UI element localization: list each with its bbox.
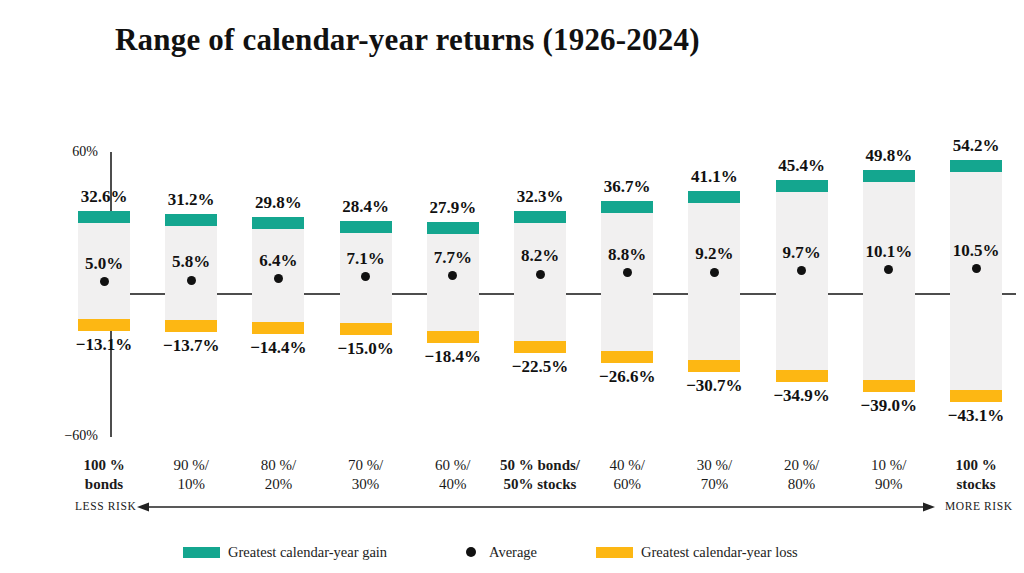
average-legend-label: Average bbox=[489, 544, 537, 561]
chart-title: Range of calendar-year returns (1926-202… bbox=[115, 22, 700, 58]
bar-range bbox=[950, 160, 1002, 402]
gain-legend-label: Greatest calendar-year gain bbox=[228, 544, 387, 561]
average-dot bbox=[710, 268, 719, 277]
gain-cap bbox=[601, 201, 653, 213]
loss-cap bbox=[863, 380, 915, 392]
bar-range bbox=[514, 211, 566, 353]
loss-cap bbox=[252, 322, 304, 334]
y-tick-label: 60% bbox=[36, 145, 98, 159]
gain-cap bbox=[776, 180, 828, 192]
average-dot bbox=[274, 274, 283, 283]
gain-cap bbox=[863, 170, 915, 182]
loss-cap bbox=[340, 323, 392, 335]
gain-value-label: 54.2% bbox=[921, 136, 1024, 155]
category-label-line2: stocks bbox=[911, 475, 1024, 493]
loss-cap bbox=[776, 370, 828, 382]
less-risk-label: LESS RISK bbox=[75, 500, 136, 513]
loss-cap bbox=[950, 390, 1002, 402]
average-dot bbox=[100, 277, 109, 286]
average-dot bbox=[972, 264, 981, 273]
loss-cap bbox=[688, 360, 740, 372]
gain-cap bbox=[514, 211, 566, 223]
risk-axis-arrow bbox=[136, 500, 936, 514]
y-tick-label: −60% bbox=[36, 429, 98, 443]
gain-legend-swatch bbox=[183, 547, 220, 558]
bar-range bbox=[601, 201, 653, 363]
bar-range bbox=[688, 191, 740, 373]
bar-range bbox=[863, 170, 915, 392]
loss-cap bbox=[514, 341, 566, 353]
loss-cap bbox=[78, 319, 130, 331]
gain-cap bbox=[252, 217, 304, 229]
loss-legend-swatch bbox=[596, 547, 633, 558]
loss-cap bbox=[601, 351, 653, 363]
average-dot bbox=[536, 270, 545, 279]
gain-cap bbox=[427, 222, 479, 234]
bar-range bbox=[165, 214, 217, 332]
average-dot bbox=[187, 276, 196, 285]
gain-cap bbox=[340, 221, 392, 233]
loss-cap bbox=[165, 320, 217, 332]
gain-cap bbox=[688, 191, 740, 203]
more-risk-label: MORE RISK bbox=[945, 500, 1013, 513]
bar-range bbox=[776, 180, 828, 382]
gain-cap bbox=[78, 211, 130, 223]
loss-legend-label: Greatest calendar-year loss bbox=[641, 544, 798, 561]
loss-cap bbox=[427, 331, 479, 343]
average-legend-dot-icon bbox=[466, 547, 476, 557]
category-label-line1: 100 % bbox=[911, 456, 1024, 474]
chart-canvas: Range of calendar-year returns (1926-202… bbox=[0, 0, 1024, 573]
gain-cap bbox=[950, 160, 1002, 172]
loss-value-label: −43.1% bbox=[921, 406, 1024, 425]
average-value-label: 10.5% bbox=[921, 241, 1024, 260]
gain-cap bbox=[165, 214, 217, 226]
bar-range bbox=[427, 222, 479, 344]
